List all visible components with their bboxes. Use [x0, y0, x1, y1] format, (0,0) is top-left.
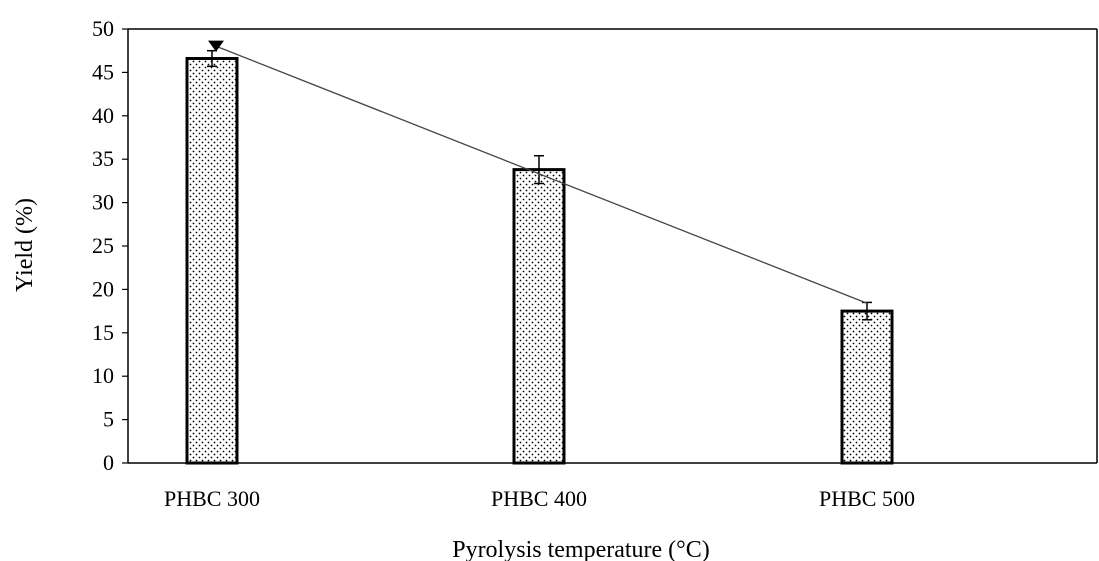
y-tick-label: 25	[92, 233, 114, 258]
error-bar	[534, 154, 544, 185]
y-axis-title: Yield (%)	[12, 198, 38, 292]
y-tick-label: 30	[92, 190, 114, 215]
x-tick-label: PHBC 500	[819, 486, 915, 511]
y-axis: 0 5 10 15 20 25 30 35 40 45 50	[92, 16, 128, 475]
x-tick-label: PHBC 300	[164, 486, 260, 511]
bar	[512, 168, 566, 465]
y-tick-label: 20	[92, 276, 114, 301]
trendline	[208, 40, 868, 304]
y-tick-label: 35	[92, 146, 114, 171]
bars	[185, 57, 894, 465]
y-tick-label: 45	[92, 59, 114, 84]
y-tick-label: 50	[92, 16, 114, 41]
y-tick-label: 0	[103, 450, 114, 475]
y-tick-label: 40	[92, 103, 114, 128]
x-axis: PHBC 300 PHBC 400 PHBC 500	[164, 486, 915, 511]
bar	[840, 309, 894, 465]
plot-frame	[127, 28, 1098, 464]
trendline-line	[211, 44, 868, 304]
y-tick-label: 5	[103, 407, 114, 432]
trendline-marker	[208, 40, 224, 52]
y-tick-label: 10	[92, 363, 114, 388]
x-axis-title: Pyrolysis temperature (°C)	[452, 537, 710, 561]
bar	[185, 57, 239, 465]
error-bars	[207, 49, 872, 321]
x-tick-label: PHBC 400	[491, 486, 587, 511]
y-tick-label: 15	[92, 320, 114, 345]
